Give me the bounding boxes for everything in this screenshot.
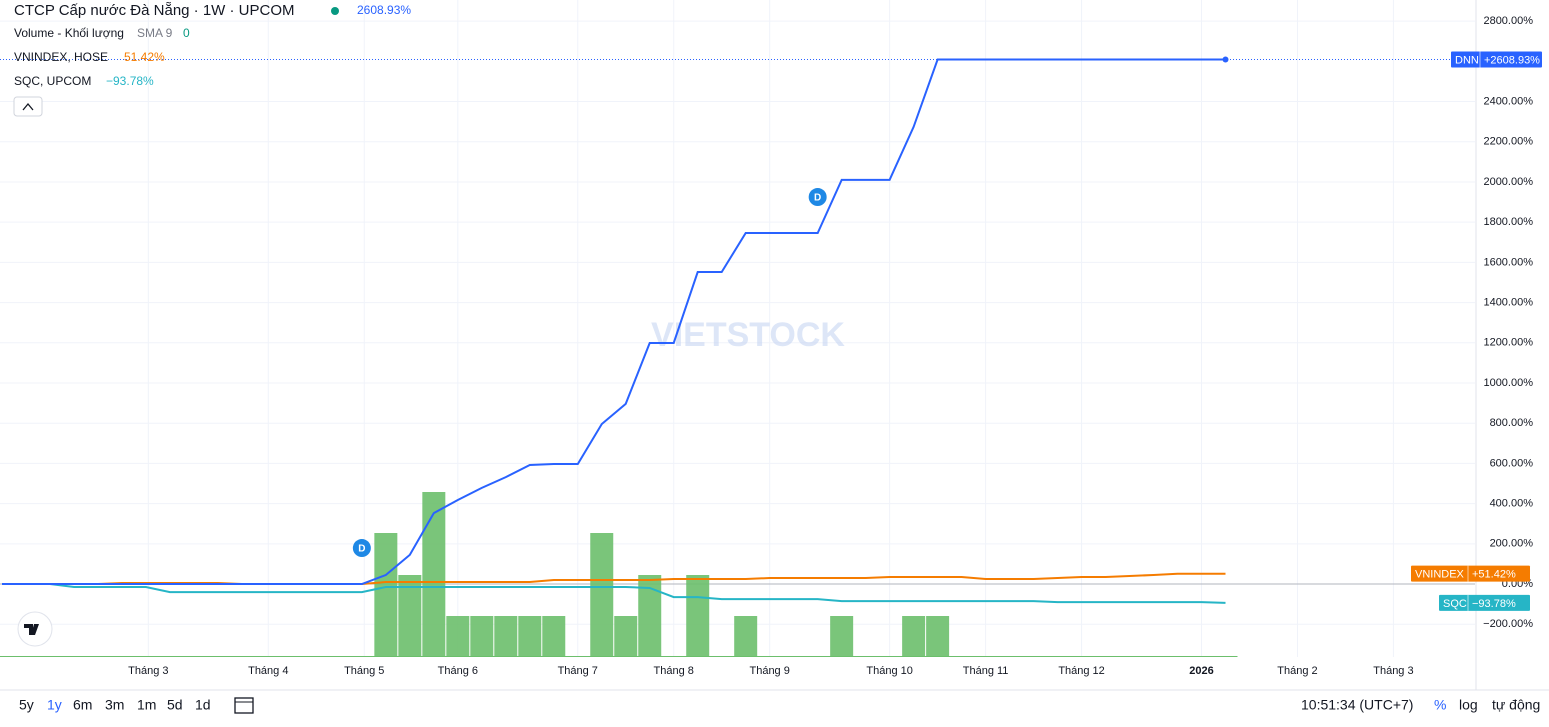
volume-title: Volume - Khối lượng xyxy=(14,26,124,40)
x-tick-label: Tháng 12 xyxy=(1058,665,1104,677)
price-tag-bg xyxy=(1451,51,1542,68)
status-dot xyxy=(331,7,339,15)
x-tick-label: Tháng 8 xyxy=(654,665,694,677)
price-tag-name: VNINDEX xyxy=(1415,569,1465,581)
y-tick-label: 1800.00% xyxy=(1483,216,1533,228)
event-marker[interactable] xyxy=(352,539,371,558)
sma-value: 0 xyxy=(183,26,190,40)
x-tick-label: Tháng 3 xyxy=(128,665,168,677)
x-tick-label: Tháng 7 xyxy=(558,665,598,677)
volume-bar xyxy=(398,575,422,657)
price-tag: DNN +2608.93% xyxy=(1451,51,1542,68)
x-tick-label: Tháng 9 xyxy=(749,665,789,677)
y-tick-label: 1000.00% xyxy=(1483,377,1533,389)
y-tick-label: 1600.00% xyxy=(1483,256,1533,268)
y-tick-label: 1200.00% xyxy=(1483,337,1533,349)
y-tick-label: 2800.00% xyxy=(1483,15,1533,27)
legend-vnindex: VNINDEX, HOSE xyxy=(14,50,108,64)
y-tick-label: 200.00% xyxy=(1490,538,1534,550)
range-button[interactable]: 5y xyxy=(19,697,34,713)
event-marker[interactable] xyxy=(808,188,827,207)
line-sqc xyxy=(2,583,1226,604)
range-button[interactable]: 1d xyxy=(195,697,211,713)
y-tick-label: −200.00% xyxy=(1483,618,1533,630)
volume-bar xyxy=(470,616,494,657)
volume-bar xyxy=(686,575,710,657)
y-tick-label: 1400.00% xyxy=(1483,296,1533,308)
y-tick-label: 400.00% xyxy=(1490,498,1534,510)
x-tick-label: Tháng 3 xyxy=(1373,665,1413,677)
marks: DD xyxy=(0,56,1475,657)
price-tag: SQC −93.78% xyxy=(1439,594,1530,611)
volume-bar xyxy=(638,575,662,657)
y-tick-label: 600.00% xyxy=(1490,457,1534,469)
volume-bar xyxy=(518,616,542,657)
volume-bar xyxy=(446,616,470,657)
volume-bar xyxy=(590,533,614,657)
price-tag-bg xyxy=(1439,594,1530,611)
log-toggle[interactable]: log xyxy=(1459,697,1478,713)
price-tag-value: −93.78% xyxy=(1472,598,1516,610)
toolbar: 5y 1y 6m 3m 1m 5d 1d xyxy=(19,697,211,713)
x-tick-label: Tháng 4 xyxy=(248,665,288,677)
volume-bar xyxy=(542,616,566,657)
watermark: VIETSTOCK xyxy=(651,316,845,354)
volume-bar xyxy=(614,616,638,657)
logo xyxy=(24,624,39,635)
x-tick-label: Tháng 2 xyxy=(1277,665,1317,677)
y-tick-label: 2400.00% xyxy=(1483,95,1533,107)
price-tag-value: +2608.93% xyxy=(1484,54,1540,66)
collapse-button[interactable] xyxy=(13,96,43,117)
calendar-frame xyxy=(234,697,254,714)
auto-toggle[interactable]: tự động xyxy=(1492,697,1540,713)
line-dnn xyxy=(2,58,1226,585)
x-tick-label: Tháng 6 xyxy=(438,665,478,677)
volume-bar xyxy=(902,616,926,657)
y-tick-label: 800.00% xyxy=(1490,417,1534,429)
event-label: D xyxy=(358,544,365,555)
chart-title: CTCP Cấp nước Đà Nẵng · 1W · UPCOM xyxy=(14,2,295,19)
volume-bar xyxy=(830,616,854,657)
x-tick-label: Tháng 11 xyxy=(963,665,1009,677)
price-tag-name: DNN xyxy=(1455,54,1479,66)
range-button[interactable]: 5d xyxy=(167,697,183,713)
range-button[interactable]: 1m xyxy=(137,697,156,713)
range-button[interactable]: 3m xyxy=(105,697,124,713)
volume-bar xyxy=(422,492,446,657)
x-tick-label: 2026 xyxy=(1189,665,1213,677)
event-label: D xyxy=(814,193,821,204)
volume-bar xyxy=(494,616,518,657)
price-tag-value: +51.42% xyxy=(1472,569,1516,581)
legend-sqc: SQC, UPCOM xyxy=(14,74,91,88)
volume-bar xyxy=(926,616,950,657)
volume-bar xyxy=(374,533,398,657)
x-tick-label: Tháng 10 xyxy=(866,665,912,677)
sma-label: SMA 9 xyxy=(137,26,173,40)
legend-sqc-value: −93.78% xyxy=(106,74,154,88)
volume-bar xyxy=(734,616,758,657)
legend-vnindex-value: 51.42% xyxy=(124,50,165,64)
calendar-icon[interactable] xyxy=(234,697,254,714)
range-button[interactable]: 1y xyxy=(47,697,62,713)
percent-toggle[interactable]: % xyxy=(1434,697,1446,713)
clock: 10:51:34 (UTC+7) xyxy=(1301,697,1413,713)
y-tick-label: 2000.00% xyxy=(1483,176,1533,188)
x-tick-label: Tháng 5 xyxy=(344,665,384,677)
y-tick-label: 2200.00% xyxy=(1483,136,1533,148)
grid xyxy=(0,0,1475,657)
collapse-icon xyxy=(22,102,34,111)
price-tag-name: SQC xyxy=(1443,598,1467,610)
last-point xyxy=(1222,56,1229,63)
price-tag-bg xyxy=(1411,565,1530,582)
header-value: 2608.93% xyxy=(357,3,411,17)
range-button[interactable]: 6m xyxy=(73,697,92,713)
price-tag: VNINDEX +51.42% xyxy=(1411,565,1530,582)
